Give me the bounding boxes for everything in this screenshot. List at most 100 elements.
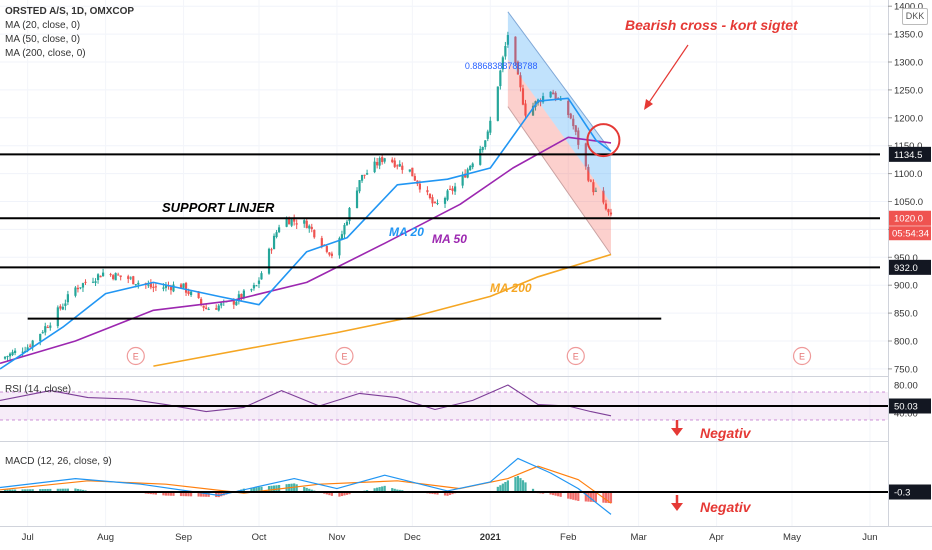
macd-line [0, 457, 612, 515]
candle-body [401, 165, 404, 170]
macd-histogram-bar [275, 485, 278, 492]
macd-histogram-bar [272, 485, 276, 492]
candle-body [29, 345, 32, 347]
ma50-legend[interactable]: MA (50, close, 0) [5, 34, 81, 45]
candle-body [56, 307, 59, 327]
candle-body [607, 209, 610, 213]
candle-body [114, 273, 117, 281]
candle-body [44, 326, 47, 333]
macd-histogram-bar [187, 492, 190, 497]
price-tag [889, 210, 931, 226]
candle-body [64, 303, 67, 306]
candle-body [602, 190, 605, 203]
ma200-label: MA 200 [490, 281, 532, 295]
candle-body [531, 105, 535, 116]
candle-body [411, 167, 414, 177]
candle-body [275, 232, 278, 238]
macd-histogram-bar [340, 492, 344, 497]
ma50-line [0, 136, 612, 365]
macd-histogram-bar [376, 487, 379, 492]
candle-body [147, 284, 150, 286]
candle-body [431, 197, 434, 204]
candle-body [396, 165, 399, 167]
candle-body [325, 246, 328, 252]
macd-histogram-bar [162, 492, 165, 496]
candle-body [559, 99, 562, 101]
macd-histogram-bar [383, 485, 386, 492]
macd-histogram-bar [200, 492, 203, 497]
macd-histogram-bar [11, 489, 14, 492]
macd-histogram-bar [81, 489, 85, 492]
macd-histogram-bar [436, 492, 439, 495]
time-tick-label: Mar [630, 532, 646, 543]
candle-body [109, 274, 112, 276]
macd-histogram-bar [584, 492, 587, 502]
macd-histogram-bar [607, 492, 610, 504]
candle-body [13, 350, 17, 354]
candle-body [242, 290, 245, 298]
macd-histogram-bar [343, 492, 346, 496]
rsi-tick-label: 40.00 [894, 409, 918, 420]
macd-histogram-bar [373, 488, 376, 492]
candle-body [446, 190, 449, 200]
macd-histogram-bar [559, 492, 562, 497]
macd-histogram-bar [325, 492, 328, 495]
macd-histogram-bar [179, 492, 183, 497]
macd-title[interactable]: MACD (12, 26, close, 9) [5, 456, 112, 467]
macd-histogram-bar [554, 492, 557, 496]
macd-histogram-bar [446, 492, 449, 496]
macd-histogram-bar [79, 489, 82, 492]
macd-histogram-bar [189, 492, 193, 497]
candle-body [378, 158, 381, 166]
candle-body [215, 308, 218, 310]
candle-body [471, 163, 474, 168]
candle-body [569, 113, 572, 119]
candle-body [524, 103, 527, 116]
rsi-legend: RSI (14, close) [5, 383, 71, 397]
macd-histogram-bar [26, 489, 29, 492]
candle-body [574, 125, 577, 132]
candle-body [408, 169, 411, 172]
macd-histogram-bar [255, 487, 258, 492]
candle-body [270, 249, 273, 251]
bearish-cross-annotation: Bearish cross - kort sigtet [625, 17, 799, 33]
candle-body [436, 203, 439, 205]
candle-body [235, 301, 238, 306]
macd-histogram-bar [594, 492, 597, 503]
macd-histogram-bar [217, 492, 220, 498]
candle-body [572, 118, 575, 127]
candle-body [489, 120, 492, 133]
ma20-legend[interactable]: MA (20, close, 0) [5, 20, 81, 31]
candle-body [469, 165, 472, 171]
symbol-title[interactable]: ORSTED A/S, 1D, OMXCOP [5, 6, 135, 17]
candle-body [484, 140, 487, 147]
macd-histogram-bar [519, 478, 522, 492]
macd-histogram-bar [305, 487, 308, 492]
currency-badge[interactable]: DKK [902, 8, 928, 25]
rsi-level-tag-label: 50.03 [894, 402, 918, 413]
candle-body [428, 193, 432, 198]
candle-body [129, 277, 132, 279]
candle-body [112, 275, 115, 280]
candle-body [308, 225, 311, 229]
candle-body [232, 300, 235, 305]
rsi-title[interactable]: RSI (14, close) [5, 384, 72, 395]
cross-highlight-circle [586, 123, 621, 158]
candle-body [8, 353, 12, 357]
macd-histogram-bar [182, 492, 185, 497]
candle-body [257, 280, 261, 284]
candle-body [260, 273, 263, 280]
candle-body [267, 248, 271, 274]
candle-body [453, 186, 457, 192]
candle-body [330, 253, 333, 256]
time-tick-label: Sep [175, 532, 192, 543]
candle-body [237, 294, 240, 302]
ma200-legend[interactable]: MA (200, close, 0) [5, 48, 86, 59]
macd-histogram-bar [13, 489, 17, 492]
macd-histogram-bar [29, 489, 32, 492]
macd-histogram-bar [44, 488, 47, 492]
candle-body [117, 274, 120, 276]
ma50-label: MA 50 [432, 232, 467, 246]
candle-body [391, 159, 394, 163]
